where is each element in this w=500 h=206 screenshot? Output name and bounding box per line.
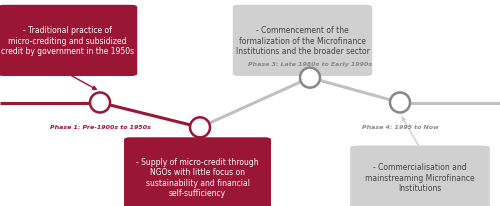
FancyBboxPatch shape: [124, 138, 271, 206]
Text: Phase 3: Late 1980s to Early 1990s: Phase 3: Late 1980s to Early 1990s: [248, 61, 372, 66]
Ellipse shape: [90, 93, 110, 113]
Text: - Commencement of the
formalization of the Microfinance
Institutions and the bro: - Commencement of the formalization of t…: [236, 26, 370, 56]
Text: Phase 4: 1995 to Now: Phase 4: 1995 to Now: [362, 124, 438, 129]
Text: - Supply of micro-credit through
NGOs with little focus on
sustainability and fi: - Supply of micro-credit through NGOs wi…: [136, 157, 259, 197]
Text: - Traditional practice of
micro-crediting and subsidized
credit by government in: - Traditional practice of micro-creditin…: [1, 26, 134, 56]
FancyBboxPatch shape: [0, 6, 137, 77]
FancyBboxPatch shape: [350, 146, 490, 206]
Ellipse shape: [300, 68, 320, 88]
Ellipse shape: [190, 118, 210, 138]
Text: Phase 2: 1960s to 1980s: Phase 2: 1960s to 1980s: [157, 147, 243, 152]
FancyBboxPatch shape: [232, 6, 372, 77]
Text: - Commercialisation and
mainstreaming Microfinance
Institutions: - Commercialisation and mainstreaming Mi…: [365, 162, 475, 192]
Text: Phase 1: Pre-1900s to 1950s: Phase 1: Pre-1900s to 1950s: [50, 124, 150, 129]
Ellipse shape: [390, 93, 410, 113]
